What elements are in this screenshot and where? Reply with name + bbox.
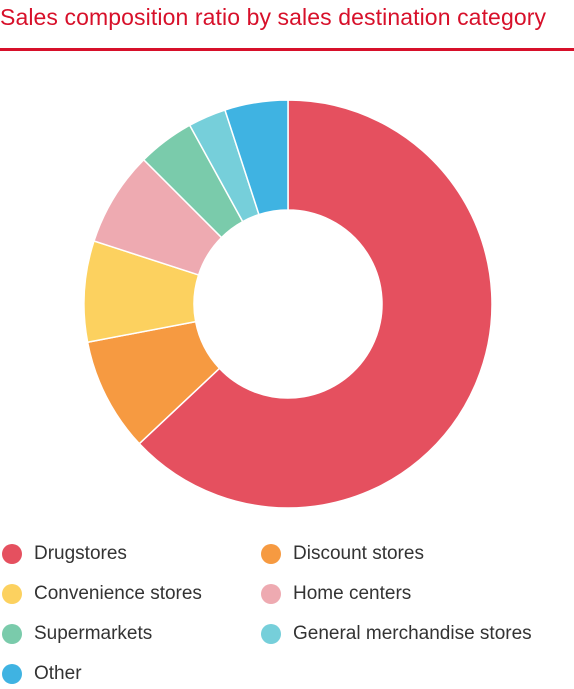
legend-swatch — [2, 664, 22, 684]
legend-swatch — [2, 544, 22, 564]
legend-swatch — [261, 584, 281, 604]
donut-slice-other — [224, 99, 289, 216]
legend-swatch — [261, 624, 281, 644]
legend-item-drugstores: Drugstores — [2, 543, 127, 565]
chart-title: Sales composition ratio by sales destina… — [0, 4, 547, 30]
legend-item-supermarkets: Supermarkets — [2, 623, 152, 645]
legend-label: Supermarkets — [34, 623, 153, 644]
legend-item-convenience-stores: Convenience stores — [2, 583, 202, 605]
legend-item-other: Other — [2, 663, 82, 685]
legend-swatch — [261, 544, 281, 564]
legend-label: Discount stores — [293, 543, 424, 564]
legend-label: Drugstores — [34, 543, 127, 564]
legend-item-discount-stores: Discount stores — [261, 543, 424, 565]
legend-swatch — [2, 584, 22, 604]
legend-swatch — [2, 624, 22, 644]
title-underline — [0, 48, 574, 51]
legend-label: Other — [34, 663, 82, 684]
legend-label: Home centers — [293, 583, 412, 604]
donut-slice-drugstores — [138, 99, 493, 509]
legend-label: Convenience stores — [34, 583, 202, 604]
legend-item-general-merchandise-stores: General merchandise stores — [261, 623, 532, 645]
legend-item-home-centers: Home centers — [261, 583, 411, 605]
legend-label: General merchandise stores — [293, 623, 532, 644]
